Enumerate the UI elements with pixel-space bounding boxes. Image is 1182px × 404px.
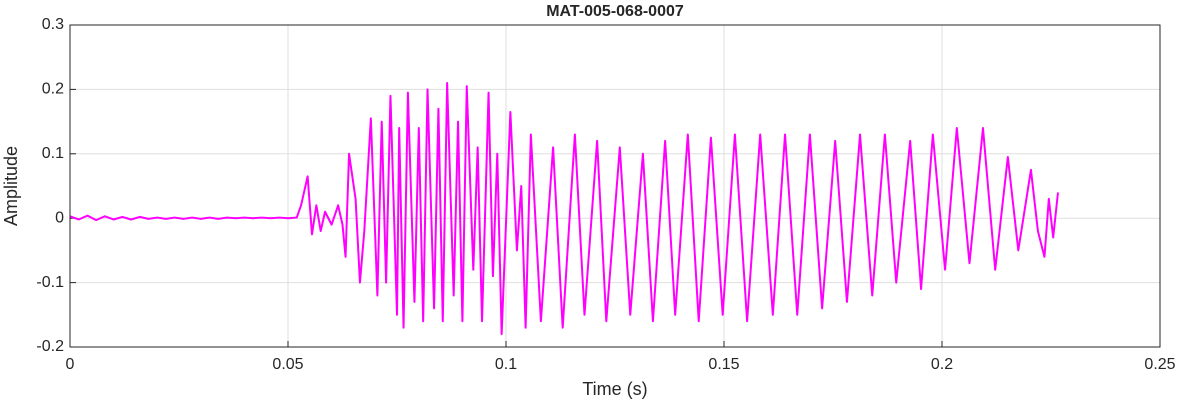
- y-axis-label: Amplitude: [1, 146, 21, 226]
- x-tick-label: 0: [66, 356, 75, 373]
- x-tick-label: 0.2: [931, 356, 953, 373]
- plot-frame: [69, 24, 1161, 348]
- x-tick-label: 0.15: [708, 356, 739, 373]
- y-tick-label: 0: [55, 209, 64, 226]
- x-axis-label: Time (s): [582, 379, 647, 399]
- x-tick-label: 0.25: [1144, 356, 1175, 373]
- y-tick-label: -0.2: [36, 338, 64, 355]
- x-tick-label: 0.1: [495, 356, 517, 373]
- y-tick-label: 0.1: [42, 145, 64, 162]
- x-tick-label: 0.05: [272, 356, 303, 373]
- y-tick-label: 0.3: [42, 16, 64, 33]
- chart-title: MAT-005-068-0007: [546, 3, 684, 20]
- signal-line: [69, 81, 1059, 336]
- y-tick-label: -0.1: [36, 274, 64, 291]
- y-tick-label: 0.2: [42, 81, 64, 98]
